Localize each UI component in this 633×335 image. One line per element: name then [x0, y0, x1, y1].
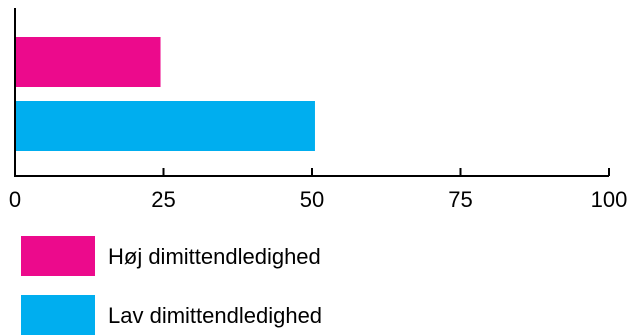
x-tick-label-50: 50	[300, 187, 324, 212]
legend: Høj dimittendledighed Lav dimittendledigh…	[21, 236, 322, 335]
x-tick-label-100: 100	[591, 187, 628, 212]
x-tick-label-0: 0	[9, 187, 21, 212]
legend-swatch-1	[21, 236, 95, 276]
axes-layer: 0 25 50 75 100	[9, 8, 627, 212]
legend-label-1: Høj dimittendledighed	[108, 244, 321, 269]
x-tick-label-75: 75	[448, 187, 472, 212]
bars-layer	[15, 37, 315, 151]
x-tick-label-25: 25	[151, 187, 175, 212]
legend-swatch-2	[21, 295, 95, 335]
bar-2	[15, 101, 315, 151]
bar-1	[15, 37, 161, 87]
legend-label-2: Lav dimittendledighed	[108, 303, 322, 328]
